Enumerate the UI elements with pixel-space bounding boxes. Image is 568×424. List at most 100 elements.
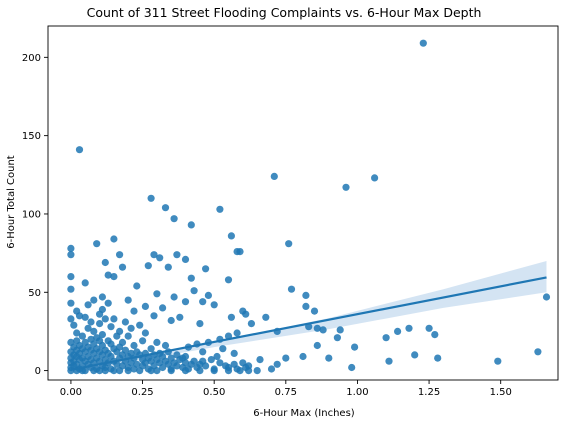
data-point — [371, 174, 379, 182]
data-point — [141, 329, 149, 337]
data-point — [542, 293, 551, 301]
y-tick-label: 50 — [28, 288, 41, 299]
regression-line — [70, 276, 547, 371]
data-point — [333, 334, 341, 342]
data-point — [153, 290, 161, 298]
data-point — [282, 354, 290, 362]
data-point — [78, 332, 86, 340]
data-point — [199, 348, 207, 356]
data-point — [224, 276, 233, 284]
data-point — [216, 205, 224, 213]
data-point — [273, 360, 281, 368]
data-point — [167, 316, 175, 325]
data-point — [219, 345, 227, 353]
data-point — [196, 367, 204, 375]
data-point — [181, 367, 190, 375]
data-point — [199, 298, 207, 306]
data-point — [67, 299, 75, 307]
data-point — [96, 320, 104, 328]
data-point — [170, 215, 178, 223]
data-point — [336, 326, 344, 334]
data-point — [494, 357, 502, 365]
data-point — [90, 296, 98, 304]
data-point — [302, 291, 310, 299]
data-point — [187, 221, 195, 229]
data-point — [127, 324, 135, 332]
data-point — [116, 343, 124, 351]
data-point — [110, 235, 118, 243]
data-point — [236, 248, 244, 256]
x-tick-label: 0.25 — [131, 387, 153, 398]
data-point — [113, 360, 121, 368]
data-point — [84, 301, 92, 309]
data-point — [216, 359, 224, 367]
data-point — [242, 310, 250, 318]
data-point — [101, 367, 109, 375]
data-point — [342, 183, 350, 191]
data-point — [153, 338, 161, 346]
data-point — [210, 301, 218, 309]
x-axis-label: 6-Hour Max (Inches) — [253, 408, 354, 419]
data-point — [210, 367, 218, 375]
data-point — [262, 313, 270, 321]
data-point — [141, 302, 149, 310]
data-point — [90, 367, 98, 375]
axes-layer: 0.00 0.25 0.50 0.75 1.00 1.25 1.50 0 50 100 150 200 — [22, 25, 559, 398]
data-point — [164, 263, 172, 271]
data-point — [319, 326, 327, 334]
x-tick-label: 0.00 — [60, 387, 82, 398]
data-point — [405, 324, 413, 332]
data-point — [90, 327, 98, 335]
data-point — [104, 299, 112, 307]
data-point — [124, 367, 132, 375]
data-point — [67, 273, 75, 281]
data-point — [181, 352, 190, 361]
data-point — [161, 341, 170, 350]
data-point — [187, 274, 195, 282]
data-point — [242, 363, 250, 372]
data-point — [190, 287, 198, 295]
data-point — [256, 356, 264, 364]
data-point — [75, 146, 84, 154]
data-point — [101, 258, 109, 267]
data-point — [202, 265, 210, 273]
data-point — [159, 304, 167, 312]
x-tick-label: 0.75 — [275, 387, 297, 398]
data-point — [204, 291, 212, 299]
data-point — [107, 323, 115, 331]
data-point — [233, 329, 241, 337]
data-point — [156, 254, 164, 262]
data-point — [224, 367, 233, 375]
data-point — [419, 39, 427, 47]
x-tick-label: 0.50 — [203, 387, 225, 398]
data-point — [270, 172, 278, 180]
data-point — [96, 310, 104, 318]
data-point — [227, 232, 235, 240]
data-point — [230, 349, 238, 357]
data-point — [67, 251, 75, 259]
data-point — [118, 263, 127, 271]
y-tick-label: 200 — [22, 53, 41, 64]
data-point — [124, 296, 132, 304]
data-point — [98, 331, 106, 339]
data-point — [110, 273, 118, 281]
data-point — [247, 320, 255, 328]
data-point — [176, 313, 184, 321]
data-point — [116, 251, 124, 259]
data-point — [187, 360, 195, 368]
data-point — [287, 285, 296, 293]
data-point — [147, 194, 155, 202]
data-point — [81, 313, 89, 321]
data-point — [98, 293, 106, 301]
data-point — [124, 332, 132, 340]
data-point — [351, 343, 359, 351]
data-point — [121, 346, 129, 354]
data-point — [133, 282, 141, 290]
data-point — [394, 327, 402, 335]
x-tick-label: 1.00 — [346, 387, 368, 398]
regression-line-layer — [70, 276, 547, 371]
data-point — [285, 240, 293, 248]
data-point — [136, 321, 144, 329]
data-point — [159, 363, 167, 372]
data-point — [425, 324, 433, 332]
